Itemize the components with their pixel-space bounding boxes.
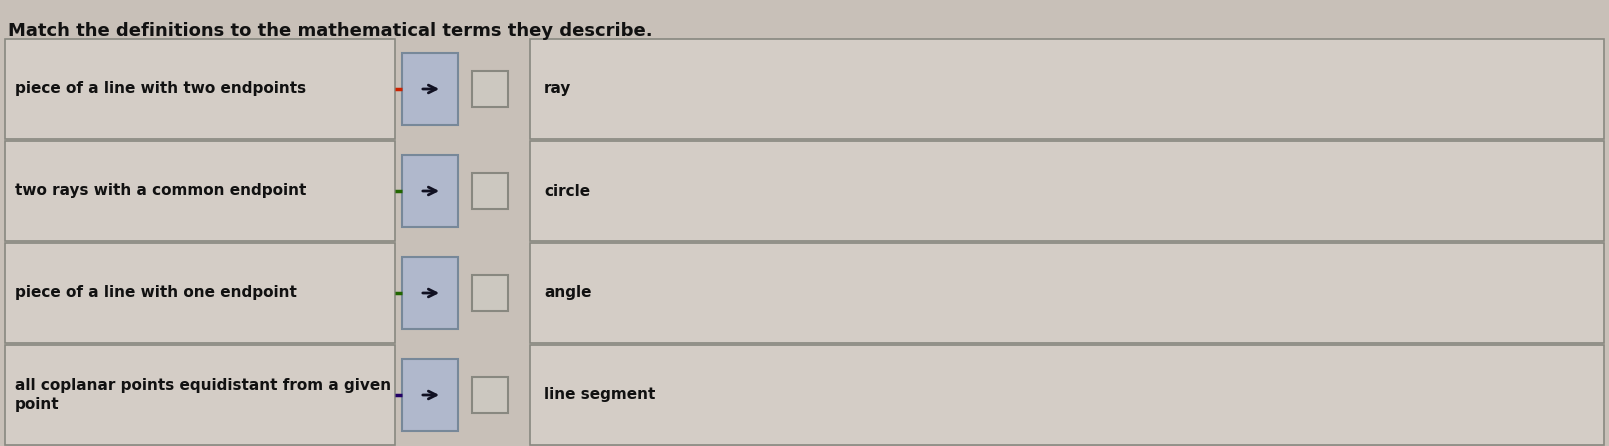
Text: angle: angle: [544, 285, 592, 301]
FancyBboxPatch shape: [5, 141, 394, 241]
FancyBboxPatch shape: [529, 345, 1604, 445]
Text: piece of a line with one endpoint: piece of a line with one endpoint: [14, 285, 298, 301]
FancyBboxPatch shape: [402, 359, 459, 431]
FancyBboxPatch shape: [402, 54, 459, 125]
FancyBboxPatch shape: [5, 39, 394, 139]
FancyBboxPatch shape: [471, 275, 508, 311]
Text: two rays with a common endpoint: two rays with a common endpoint: [14, 183, 306, 198]
Text: all coplanar points equidistant from a given
point: all coplanar points equidistant from a g…: [14, 378, 391, 413]
Text: line segment: line segment: [544, 388, 655, 402]
FancyBboxPatch shape: [529, 39, 1604, 139]
FancyBboxPatch shape: [529, 141, 1604, 241]
Text: piece of a line with two endpoints: piece of a line with two endpoints: [14, 82, 306, 96]
Text: circle: circle: [544, 183, 591, 198]
FancyBboxPatch shape: [5, 243, 394, 343]
Text: Match the definitions to the mathematical terms they describe.: Match the definitions to the mathematica…: [8, 22, 653, 40]
FancyBboxPatch shape: [471, 71, 508, 107]
FancyBboxPatch shape: [471, 173, 508, 209]
FancyBboxPatch shape: [529, 243, 1604, 343]
FancyBboxPatch shape: [402, 155, 459, 227]
FancyBboxPatch shape: [402, 257, 459, 329]
FancyBboxPatch shape: [5, 345, 394, 445]
FancyBboxPatch shape: [471, 377, 508, 413]
Text: ray: ray: [544, 82, 571, 96]
